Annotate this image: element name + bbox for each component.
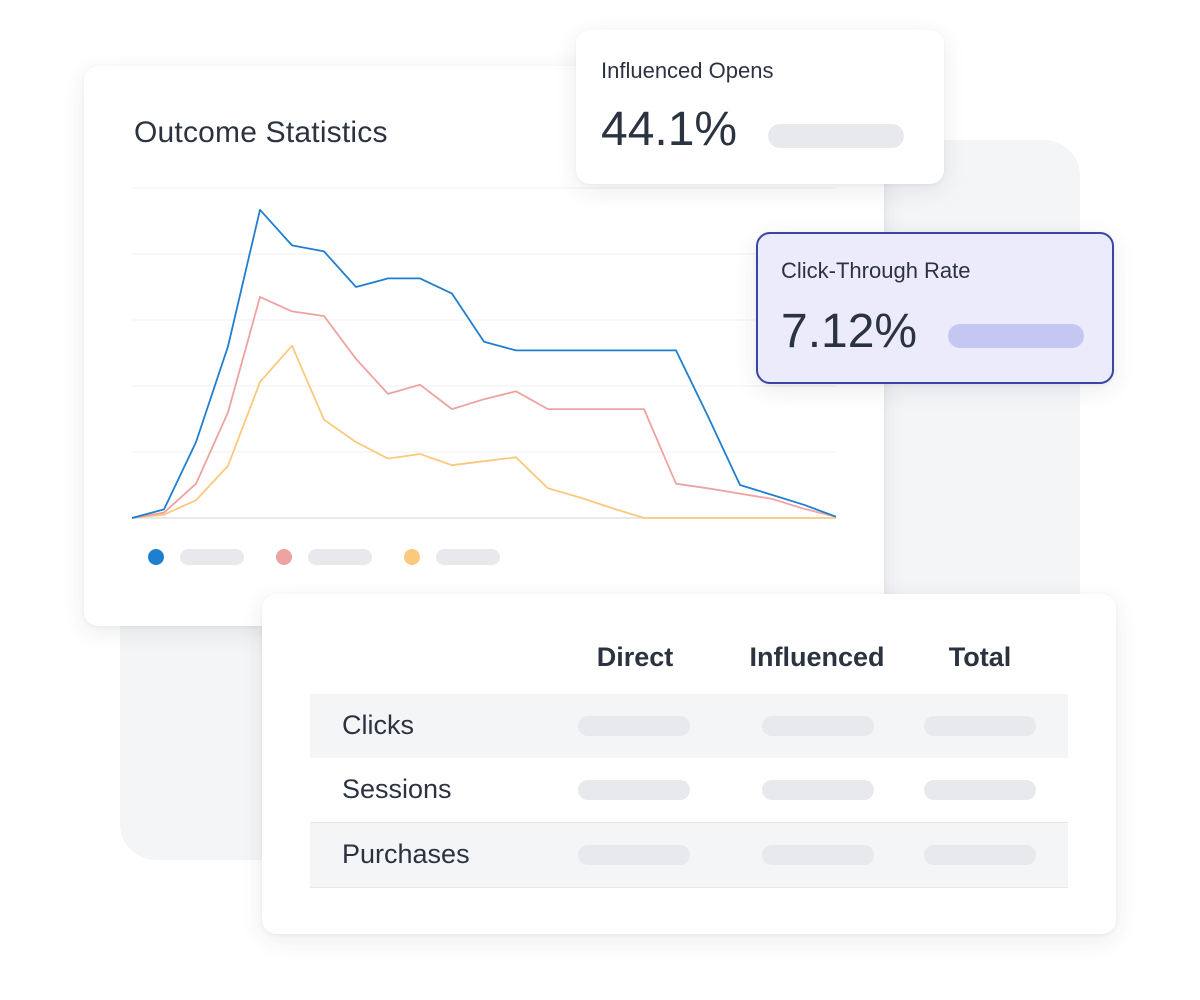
outcomes-table-card: Direct Influenced Total Clicks Sessions … xyxy=(262,594,1116,934)
table-row-sessions[interactable]: Sessions xyxy=(310,758,1068,822)
cell-placeholder xyxy=(762,845,874,865)
legend-dot-icon xyxy=(276,549,292,565)
legend-label-placeholder xyxy=(308,549,372,565)
cell-placeholder xyxy=(578,780,690,800)
cell-placeholder xyxy=(762,780,874,800)
line-chart xyxy=(131,187,837,519)
cell-placeholder xyxy=(578,845,690,865)
table-row-purchases[interactable]: Purchases xyxy=(310,822,1068,888)
table-row-clicks[interactable]: Clicks xyxy=(310,694,1068,758)
legend-dot-icon xyxy=(404,549,420,565)
metric-value: 7.12% xyxy=(781,305,918,358)
column-header-influenced: Influenced xyxy=(749,642,885,672)
metric-label: Influenced Opens xyxy=(601,58,774,83)
cell-placeholder xyxy=(924,716,1036,736)
row-label: Sessions xyxy=(342,774,452,804)
metric-value: 44.1% xyxy=(601,103,738,156)
metric-bar-placeholder xyxy=(948,324,1084,348)
series-line-1 xyxy=(131,208,837,519)
legend-label-placeholder xyxy=(436,549,500,565)
cell-placeholder xyxy=(762,716,874,736)
column-header-total: Total xyxy=(948,642,1012,672)
series-line-2 xyxy=(131,295,837,519)
row-label: Clicks xyxy=(342,710,414,740)
influenced-opens-card: Influenced Opens 44.1% xyxy=(576,30,944,184)
row-label: Purchases xyxy=(342,839,470,869)
chart-title: Outcome Statistics xyxy=(134,116,388,149)
metric-label: Click-Through Rate xyxy=(781,258,971,283)
column-header-direct: Direct xyxy=(596,642,674,672)
metric-bar-placeholder xyxy=(768,124,904,148)
cell-placeholder xyxy=(924,780,1036,800)
click-through-rate-card[interactable]: Click-Through Rate 7.12% xyxy=(756,232,1114,384)
cell-placeholder xyxy=(578,716,690,736)
legend-dot-icon xyxy=(148,549,164,565)
series-line-3 xyxy=(131,344,836,519)
cell-placeholder xyxy=(924,845,1036,865)
legend-label-placeholder xyxy=(180,549,244,565)
